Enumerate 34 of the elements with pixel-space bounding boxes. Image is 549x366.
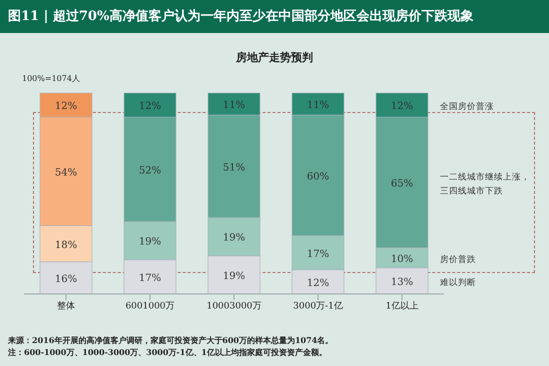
series-label: 一二线城市继续上涨，三四线城市下跌 xyxy=(440,171,530,196)
x-tick-label: 6001000万 xyxy=(125,301,175,312)
x-tick-label: 1亿以上 xyxy=(386,300,418,312)
data-label: 12% xyxy=(138,101,162,112)
data-label: 11% xyxy=(222,100,246,112)
data-label: 17% xyxy=(138,272,162,284)
x-tick-label: 10003000万 xyxy=(206,301,262,312)
chart-subtitle: 房地产走势预判 xyxy=(235,50,314,65)
x-tick-label: 3000万-1亿 xyxy=(293,300,343,312)
data-label: 16% xyxy=(54,274,78,285)
data-label: 51% xyxy=(222,162,246,174)
source-note: 来源：2016年开展的高净值客户调研，家庭可投资资产大于600万的样本总量为1074名。 xyxy=(8,334,334,346)
data-label: 12% xyxy=(306,278,330,289)
series-label: 房价普跌 xyxy=(440,254,476,265)
data-label: 65% xyxy=(390,178,414,190)
data-label: 19% xyxy=(222,270,246,282)
data-label: 19% xyxy=(222,232,246,244)
data-label: 12% xyxy=(54,101,78,112)
series-label: 难以判断 xyxy=(440,276,476,288)
data-label: 18% xyxy=(54,240,78,251)
data-label: 12% xyxy=(390,101,414,112)
data-label: 19% xyxy=(138,236,162,248)
data-label: 17% xyxy=(306,248,330,260)
data-label: 10% xyxy=(390,254,414,265)
data-label: 54% xyxy=(54,167,78,178)
data-label: 11% xyxy=(306,100,330,112)
text: 注：600-1000万、1000-3000万、3000万-1亿、1亿以上均指家庭可投资资产金额。 xyxy=(8,346,328,358)
data-label: 60% xyxy=(306,171,330,182)
series-label: 全国房价普涨 xyxy=(440,101,494,112)
data-label: 13% xyxy=(390,276,414,288)
chart-title: 图11 | 超过70%高净值客户认为一年内至少在中国部分地区会出现房价下跌现象 xyxy=(0,0,549,33)
data-label: 52% xyxy=(138,165,162,176)
x-tick-label: 整体 xyxy=(57,300,75,312)
text: 100%=1074人 xyxy=(22,73,80,84)
